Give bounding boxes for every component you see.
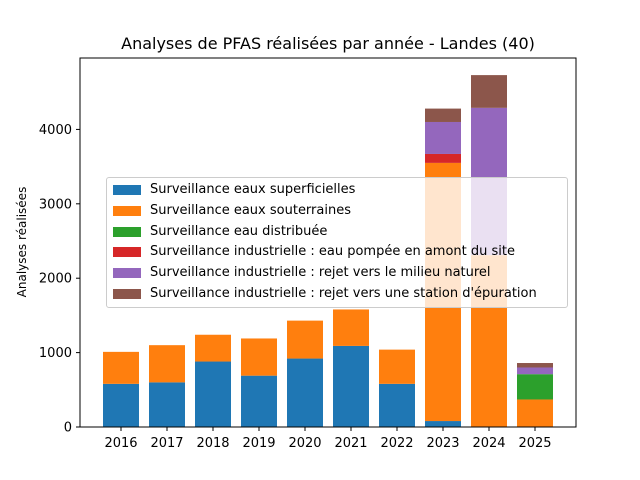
- bar-2025-series-1: [517, 399, 553, 427]
- x-tick-label-2016: 2016: [104, 436, 137, 451]
- x-tick-label-2019: 2019: [242, 436, 275, 451]
- bar-2023-series-5: [425, 108, 461, 122]
- bar-2019-series-1: [241, 338, 277, 376]
- bar-2016-series-1: [103, 351, 139, 384]
- legend-swatch-2: [113, 226, 141, 237]
- legend-item-5: Surveillance industrielle : rejet vers u…: [113, 286, 537, 302]
- y-tick-label-3000: 3000: [39, 197, 72, 212]
- axes-layer: 0 1000 2000 3000 4000 2016 2017 2018 2019 2020 202…: [39, 57, 577, 451]
- legend-swatch-5: [113, 289, 141, 299]
- y-tick-label-4000: 4000: [39, 123, 72, 138]
- x-tick-label-2022: 2022: [380, 436, 413, 451]
- bar-2016-series-0: [103, 383, 139, 427]
- y-axis-label: Analyses réalisées: [15, 187, 29, 298]
- legend-item-0: Surveillance eaux superficielles: [113, 182, 355, 198]
- bar-2025-series-5: [517, 363, 553, 368]
- bar-2022-series-1: [379, 349, 415, 384]
- x-tick-label-2025: 2025: [518, 436, 551, 451]
- bar-2021-series-1: [333, 309, 369, 346]
- y-tick-label-0: 0: [64, 421, 72, 436]
- bar-2017-series-1: [149, 345, 185, 383]
- legend-swatch-1: [113, 205, 141, 216]
- legend-label-0: Surveillance eaux superficielles: [150, 182, 356, 197]
- bar-2022-series-0: [379, 383, 415, 427]
- bar-2024-series-5: [471, 75, 507, 108]
- bar-2023-series-4: [425, 121, 461, 154]
- legend-swatch-3: [113, 247, 141, 258]
- x-tick-label-2020: 2020: [288, 436, 321, 451]
- chart-title: Analyses de PFAS réalisées par année - L…: [121, 34, 535, 53]
- bar-2025-series-4: [517, 367, 553, 375]
- legend-label-3: Surveillance industrielle : eau pompée e…: [150, 244, 515, 260]
- x-tick-label-2024: 2024: [472, 436, 505, 451]
- x-tick-label-2018: 2018: [196, 436, 229, 451]
- x-tick-label-2023: 2023: [426, 436, 459, 451]
- legend-label-4: Surveillance industrielle : rejet vers l…: [150, 265, 491, 281]
- plot-frame: [79, 57, 577, 428]
- legend-label-1: Surveillance eaux souterraines: [150, 202, 351, 218]
- bar-2018-series-1: [195, 334, 231, 362]
- y-tick-label-2000: 2000: [39, 272, 72, 287]
- legend-swatch-0: [113, 185, 141, 195]
- y-tick-label-1000: 1000: [39, 346, 72, 361]
- legend-item-3: Surveillance industrielle : eau pompée e…: [113, 244, 515, 260]
- chart-legend: Surveillance eaux superficielles Surveill…: [106, 177, 568, 308]
- bar-2020-series-0: [287, 358, 323, 427]
- bar-2017-series-0: [149, 382, 185, 427]
- bar-2023-series-3: [425, 153, 461, 163]
- bar-2020-series-1: [287, 320, 323, 359]
- bar-2018-series-0: [195, 361, 231, 427]
- legend-item-1: Surveillance eaux souterraines: [113, 203, 351, 219]
- legend-item-2: Surveillance eau distribuée: [113, 224, 327, 240]
- legend-label-5: Surveillance industrielle : rejet vers u…: [150, 286, 537, 301]
- bar-2021-series-0: [333, 345, 369, 427]
- legend-label-2: Surveillance eau distribuée: [150, 223, 328, 239]
- legend-item-4: Surveillance industrielle : rejet vers l…: [113, 265, 491, 281]
- x-tick-label-2017: 2017: [150, 436, 183, 451]
- bar-2023-series-0: [425, 421, 461, 427]
- bar-2025-series-2: [517, 374, 553, 400]
- bar-2019-series-0: [241, 375, 277, 427]
- legend-swatch-4: [113, 268, 141, 279]
- x-tick-label-2021: 2021: [334, 436, 367, 451]
